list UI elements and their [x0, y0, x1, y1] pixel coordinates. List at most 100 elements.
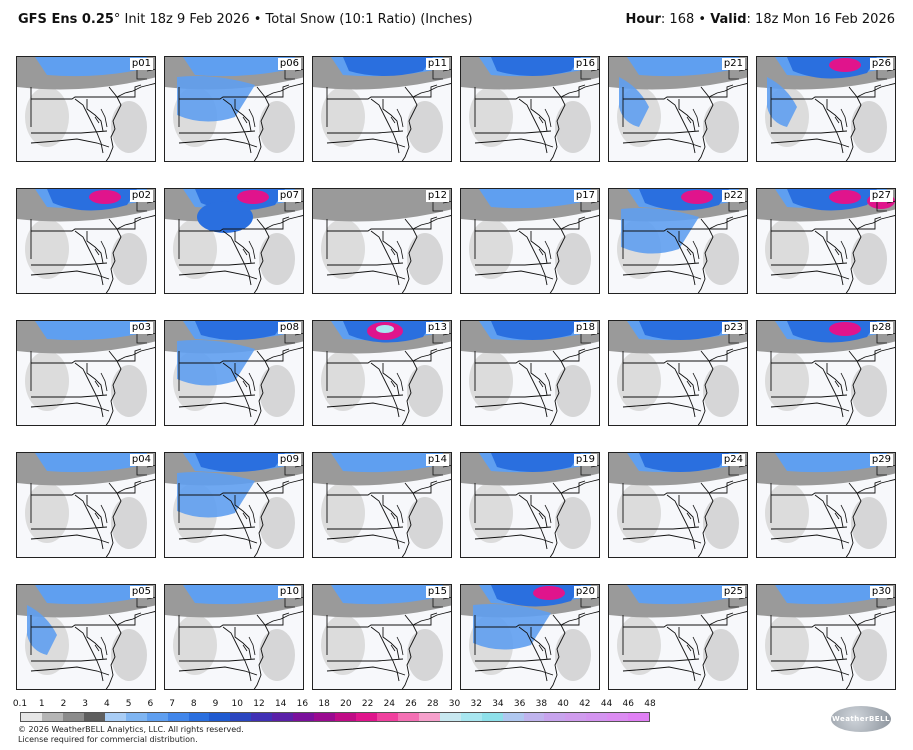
snowfall-map [165, 189, 303, 293]
colorbar-tick-label: 7 [169, 699, 175, 709]
snowfall-map [165, 585, 303, 689]
snowfall-map [609, 453, 747, 557]
ensemble-member-map: p14 [312, 452, 452, 558]
colorbar-tick-label: 34 [492, 699, 504, 709]
member-label: p16 [573, 58, 597, 70]
snowfall-map [165, 321, 303, 425]
member-label: p11 [425, 58, 449, 70]
colorbar-swatch [481, 713, 503, 721]
snowfall-map [757, 453, 895, 557]
header: GFS Ens 0.25° Init 18z 9 Feb 2026 • Tota… [0, 0, 913, 36]
ensemble-member-map: p21 [608, 56, 748, 162]
member-label: p14 [425, 454, 449, 466]
member-label: p05 [129, 586, 153, 598]
member-label: p30 [869, 586, 893, 598]
member-label: p23 [721, 322, 745, 334]
snowfall-map [461, 321, 599, 425]
colorbar-swatch [293, 713, 315, 721]
member-label: p25 [721, 586, 745, 598]
ensemble-member-map: p15 [312, 584, 452, 690]
colorbar-swatch [502, 713, 524, 721]
ensemble-member-map: p06 [164, 56, 304, 162]
colorbar-swatch [209, 713, 231, 721]
snowfall-map [461, 57, 599, 161]
snowfall-map [313, 585, 451, 689]
colorbar-tick-label: 6 [147, 699, 154, 709]
ensemble-member-map: p30 [756, 584, 896, 690]
hour-label: Hour [625, 12, 661, 27]
colorbar-swatch [607, 713, 629, 721]
snowfall-map [461, 453, 599, 557]
license-line: License required for commercial distribu… [18, 735, 198, 744]
valid-label: Valid [710, 12, 747, 27]
member-label: p06 [277, 58, 301, 70]
colorbar-swatch [628, 713, 650, 721]
colorbar-tick-label: 38 [535, 699, 548, 709]
copyright-line: © 2026 WeatherBELL Analytics, LLC. All r… [18, 725, 244, 734]
ensemble-member-map: p09 [164, 452, 304, 558]
colorbar-tick-label: 14 [274, 699, 287, 709]
snowfall-map [17, 453, 155, 557]
colorbar-tick-label: 36 [513, 699, 526, 709]
colorbar-swatch [544, 713, 566, 721]
snowfall-map [757, 189, 895, 293]
colorbar-swatch [21, 713, 42, 721]
colorbar-swatch [104, 713, 126, 721]
member-label: p21 [721, 58, 745, 70]
member-label: p19 [573, 454, 597, 466]
snowfall-map [165, 57, 303, 161]
member-label: p09 [277, 454, 301, 466]
colorbar-tick-label: 1 [38, 699, 45, 709]
member-label: p26 [869, 58, 893, 70]
member-label: p03 [129, 322, 153, 334]
member-label: p27 [869, 190, 893, 202]
member-label: p17 [573, 190, 597, 202]
colorbar-swatch [523, 713, 545, 721]
snowfall-map [313, 189, 451, 293]
ensemble-member-map: p16 [460, 56, 600, 162]
colorbar-tick-label: 48 [644, 699, 656, 709]
snowfall-map [17, 321, 155, 425]
ensemble-member-map: p08 [164, 320, 304, 426]
colorbar-swatch [125, 713, 147, 721]
snowfall-map [17, 189, 155, 293]
colorbar-tick-label: 5 [125, 699, 132, 709]
ensemble-member-map: p23 [608, 320, 748, 426]
ensemble-member-map: p20 [460, 584, 600, 690]
ensemble-member-map: p03 [16, 320, 156, 426]
colorbar-tick-label: 10 [231, 699, 243, 709]
colorbar-tick-label: 22 [361, 699, 374, 709]
snowfall-map [461, 189, 599, 293]
colorbar [20, 712, 650, 722]
weatherbell-logo: WeatherBELL [831, 706, 891, 732]
colorbar-tick-label: 44 [600, 699, 613, 709]
snowfall-map [609, 321, 747, 425]
colorbar-tick-label: 46 [622, 699, 634, 709]
member-label: p13 [425, 322, 449, 334]
ensemble-member-map: p22 [608, 188, 748, 294]
colorbar-tick-label: 20 [340, 699, 352, 709]
ensemble-member-map: p12 [312, 188, 452, 294]
ensemble-member-map: p19 [460, 452, 600, 558]
model-name: GFS Ens 0.25 [18, 12, 114, 27]
snowfall-map [461, 585, 599, 689]
colorbar-swatch [272, 713, 294, 721]
colorbar-swatch [230, 713, 252, 721]
colorbar-tick-label: 4 [104, 699, 110, 709]
colorbar-swatch [565, 713, 587, 721]
member-label: p08 [277, 322, 301, 334]
ensemble-member-map: p04 [16, 452, 156, 558]
ensemble-member-map: p07 [164, 188, 304, 294]
ensemble-member-map: p02 [16, 188, 156, 294]
snowfall-map [165, 453, 303, 557]
ensemble-member-map: p26 [756, 56, 896, 162]
colorbar-tick-label: 24 [383, 699, 396, 709]
member-label: p12 [425, 190, 449, 202]
colorbar-swatch [376, 713, 398, 721]
snowfall-map [757, 321, 895, 425]
colorbar-swatch [251, 713, 273, 721]
member-label: p29 [869, 454, 893, 466]
valid-time: Hour: 168 • Valid: 18z Mon 16 Feb 2026 [625, 12, 895, 27]
member-label: p10 [277, 586, 301, 598]
colorbar-swatch [397, 713, 419, 721]
